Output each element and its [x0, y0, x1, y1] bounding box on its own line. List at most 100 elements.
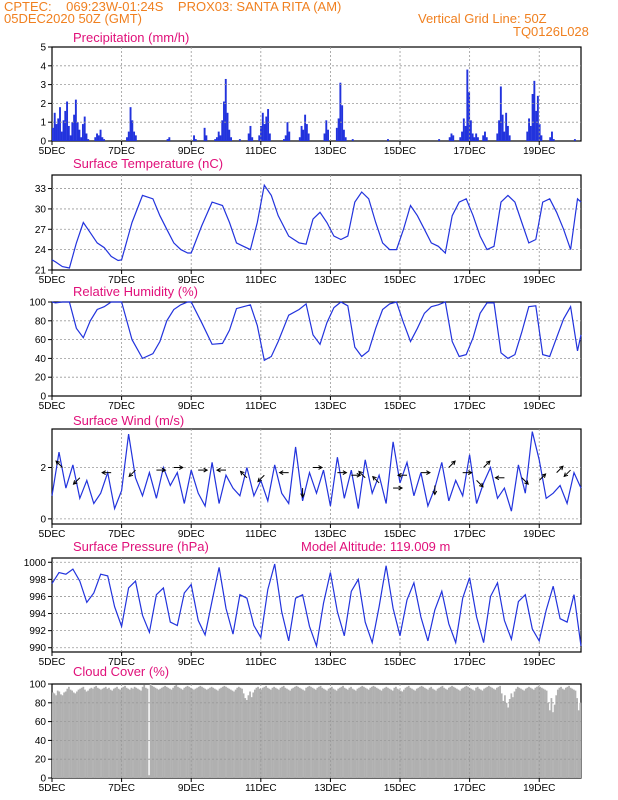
- cloud-bar: [536, 686, 538, 778]
- cloud-bar: [268, 688, 271, 778]
- precip-bar: [261, 112, 264, 141]
- cloud-bar: [572, 689, 575, 778]
- cloud-bar: [564, 687, 567, 778]
- precip-bar: [286, 122, 289, 141]
- cloud-bar: [374, 686, 376, 778]
- pres-series-line: [51, 563, 582, 649]
- cloud-bar: [462, 687, 465, 778]
- precip-bar: [298, 137, 301, 141]
- header-model-id: TQ0126L028: [513, 24, 589, 39]
- cloud-bar: [508, 699, 511, 778]
- cloud-bar: [507, 707, 510, 778]
- wind-arrow-head: [278, 470, 284, 476]
- precip-bar: [87, 139, 90, 141]
- cloud-bar: [436, 688, 439, 778]
- cloud-bar: [481, 690, 484, 778]
- precip-bar: [66, 101, 69, 141]
- cloud-bar: [364, 687, 367, 778]
- precip-bar: [57, 118, 60, 141]
- precip-bar: [302, 129, 305, 141]
- cloud-bar: [443, 687, 445, 778]
- precip-xtick-label: 7DEC: [108, 146, 135, 157]
- cloud-bar: [316, 687, 319, 778]
- cloud-bar: [236, 687, 239, 778]
- cloud-bar: [494, 689, 497, 778]
- temp-title: Surface Temperature (nC): [73, 156, 223, 171]
- cloud-bar: [353, 689, 356, 778]
- cloud-bar: [186, 685, 189, 778]
- precip-bar: [53, 112, 56, 141]
- precip-bar: [166, 139, 169, 141]
- precip-bar: [464, 125, 467, 141]
- precip-bar: [133, 131, 136, 141]
- precip-bar: [499, 86, 502, 141]
- precip-bar: [344, 137, 347, 141]
- cloud-bar: [201, 686, 203, 778]
- wind-arrow-head: [524, 480, 529, 485]
- pres-xtick-label: 9DEC: [178, 657, 205, 668]
- cloud-bar: [500, 693, 503, 778]
- precip-bar: [99, 129, 102, 141]
- cloud-bar: [523, 690, 526, 778]
- rh-xtick-label: 5DEC: [39, 401, 66, 412]
- precip-bar: [193, 135, 195, 141]
- temp-xtick-label: 19DEC: [523, 275, 555, 286]
- cloud-bar: [257, 686, 259, 778]
- cloud-bar: [555, 695, 558, 778]
- pres-xtick-label: 11DEC: [245, 657, 277, 668]
- cloud-bar: [311, 687, 314, 778]
- cloud-bar: [377, 688, 380, 778]
- precip-bar: [498, 120, 501, 141]
- cloud-bar: [431, 688, 434, 778]
- cloud-bar: [499, 685, 501, 778]
- cloud-bar: [516, 686, 519, 778]
- cloud-bar: [189, 687, 192, 778]
- precip-bar: [62, 120, 65, 141]
- cloud-bar: [475, 687, 477, 778]
- cloud-bar: [446, 689, 449, 778]
- temp-ytick-label: 30: [35, 204, 47, 215]
- cloud-bar: [209, 687, 211, 778]
- cloud-bar: [447, 687, 450, 778]
- cloud-bar: [76, 691, 78, 778]
- cloud-bar: [539, 686, 542, 778]
- wind-arrow: [521, 477, 529, 485]
- cloud-bar: [383, 687, 386, 778]
- wind-arrow: [55, 460, 63, 468]
- precip-bar: [127, 131, 130, 141]
- cloud-bar: [262, 687, 264, 778]
- rh-frame: [51, 301, 582, 397]
- cloud-bar: [532, 689, 535, 778]
- pres-title: Surface Pressure (hPa): [73, 539, 209, 554]
- precip-ytick-label: 1: [40, 118, 46, 129]
- wind-ytick-label: 0: [40, 514, 46, 525]
- cloud-bar: [239, 687, 242, 778]
- precip-bar: [305, 124, 308, 141]
- cloud-bar: [169, 688, 171, 778]
- precip-bar: [247, 133, 250, 141]
- cloud-bar: [117, 688, 120, 778]
- precip-bar: [194, 139, 197, 141]
- cloud-bar: [213, 688, 216, 778]
- cloud-bar: [542, 688, 545, 778]
- cloud-bar: [165, 686, 168, 778]
- precip-bar: [228, 129, 231, 141]
- cloud-bar: [245, 699, 248, 778]
- cloud-bar: [194, 688, 197, 778]
- cloud-bar: [284, 687, 287, 778]
- cloud-bar: [343, 687, 346, 778]
- cloud-bar: [524, 688, 527, 778]
- cloud-xtick-label: 17DEC: [454, 783, 486, 794]
- precip-bar: [59, 107, 61, 141]
- cloud-bar: [322, 688, 325, 778]
- wind-xtick-label: 17DEC: [454, 529, 486, 540]
- precip-bar: [469, 120, 472, 141]
- temp-ytick-label: 24: [35, 245, 47, 256]
- cloud-bar: [159, 688, 162, 778]
- pres-annotation: Model Altitude: 119.009 m: [301, 539, 450, 554]
- precip-bar: [55, 124, 58, 141]
- precip-bar: [325, 120, 328, 141]
- precip-ytick-label: 2: [40, 99, 46, 110]
- precip-ytick-label: 0: [40, 137, 46, 148]
- rh-ytick-label: 0: [40, 392, 46, 403]
